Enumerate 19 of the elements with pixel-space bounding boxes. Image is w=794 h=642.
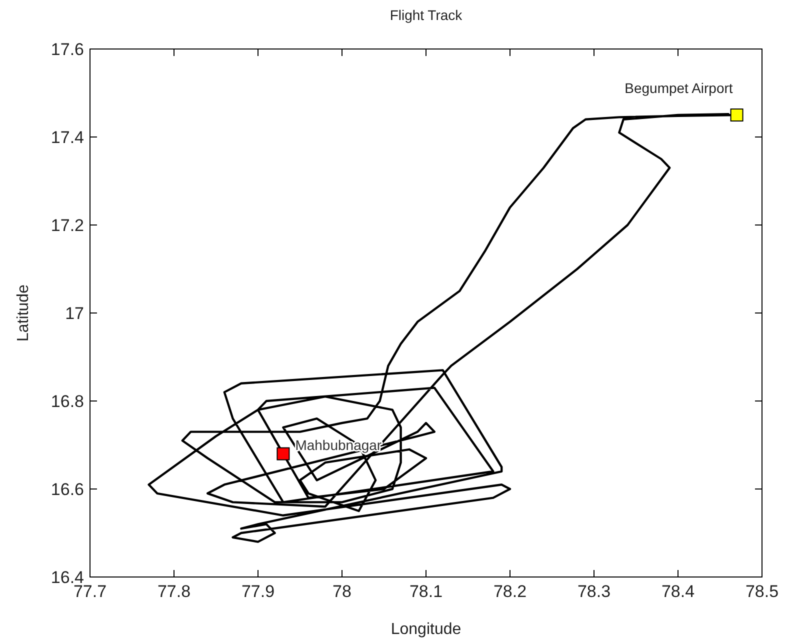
x-tick-label: 77.7 [73,582,107,601]
series-label: Begumpet Airport [624,80,733,96]
y-tick-label: 16.8 [50,392,84,411]
x-axis-title: Longitude [390,621,462,638]
y-axis-title: Latitude [15,284,32,342]
x-tick-label: 78.3 [577,582,611,601]
y-tick-label: 17.6 [50,40,84,59]
chart-title: Flight Track [390,7,464,23]
x-tick-label: 78.2 [493,582,527,601]
x-tick-label: 78.4 [661,582,695,601]
y-tick-label: 16.6 [50,480,84,499]
y-tick-label: 17 [65,304,84,323]
x-tick-label: 77.9 [241,582,275,601]
y-tick-label: 17.4 [50,128,84,147]
x-tick-label: 78 [332,582,352,601]
x-tick-label: 78.1 [409,582,443,601]
y-tick-label: 17.2 [50,216,84,235]
x-tick-label: 78.5 [745,582,779,601]
x-tick-label: 77.8 [157,582,191,601]
